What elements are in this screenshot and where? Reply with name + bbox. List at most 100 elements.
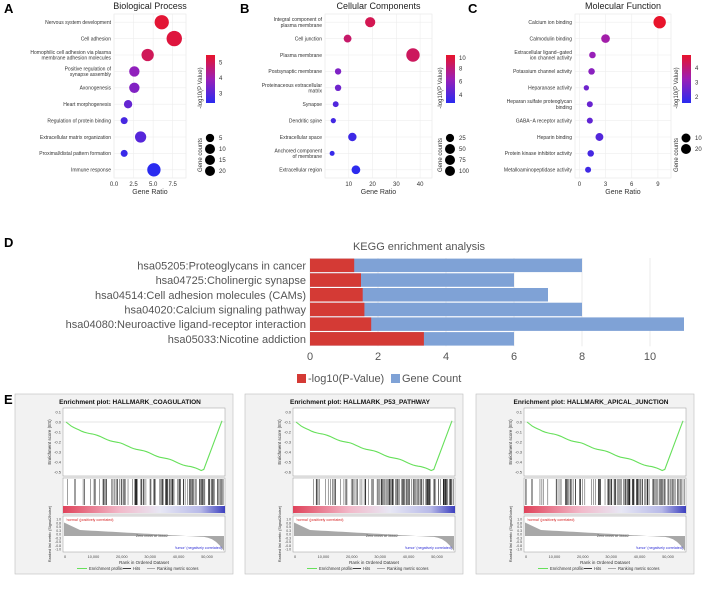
term-dot	[334, 68, 342, 75]
gsea-zero-cross-label: Zero cross at 36682	[597, 534, 629, 538]
color-legend-tick: 10	[459, 56, 466, 62]
gsea-es-panel	[523, 407, 687, 477]
term-label: Calmodulin binding	[529, 36, 572, 42]
term-dot	[583, 85, 590, 91]
dot-plot-title: Molecular Function	[585, 1, 661, 11]
term-label: Extracellular ligand−gated	[514, 50, 572, 56]
color-legend-tick: 3	[695, 81, 699, 87]
x-tick-label: 7.5	[169, 182, 178, 188]
gsea-rank-tick: 0	[294, 555, 296, 559]
term-label: ion channel activity	[530, 56, 573, 62]
term-dot	[129, 66, 140, 77]
gsea-rank-tick: 30,000	[144, 555, 156, 559]
term-label: Heparin binding	[537, 135, 572, 141]
gsea-metric-tick: -0.8	[285, 544, 291, 548]
gsea-metric-axis-label: Ranked list metric (Signal2Noise)	[509, 505, 513, 562]
color-legend-tick: 5	[219, 61, 223, 67]
size-legend-dot	[205, 155, 215, 165]
gsea-rank-gradient-bar	[293, 506, 455, 513]
gsea-es-tick: -0.5	[515, 470, 523, 475]
gsea-metric-tick: 0.5	[286, 525, 291, 529]
term-label: Anchored component	[274, 148, 322, 154]
color-legend-tick: 4	[219, 76, 223, 82]
size-legend-label: 20	[695, 147, 702, 153]
kegg-title: KEGG enrichment analysis	[353, 241, 486, 253]
gsea-rank-tick: 20,000	[346, 555, 358, 559]
gsea-rank-tick: 20,000	[116, 555, 128, 559]
gsea-metric-tick: 0.0	[56, 533, 61, 537]
x-tick-label: 40	[417, 182, 424, 188]
term-dot	[166, 30, 182, 47]
kegg-bar-gene-count	[310, 258, 582, 273]
term-dot	[141, 48, 154, 62]
term-dot	[329, 150, 335, 156]
kegg-category-label: hsa04020:Calcium signaling pathway	[124, 304, 306, 316]
gsea-legend-label: Enrichment profile	[319, 566, 353, 571]
color-legend-title: -log10(P Value)	[438, 67, 444, 108]
size-legend-dot	[445, 133, 455, 143]
kegg-legend-swatch	[391, 374, 400, 383]
term-dot	[154, 15, 169, 30]
gsea-legend-label: Ranking metric scores	[618, 566, 659, 571]
kegg-legend-swatch	[297, 374, 306, 383]
gsea-es-tick: -0.1	[284, 420, 292, 425]
term-dot	[343, 34, 352, 43]
kegg-bar-gene-count	[310, 288, 548, 302]
color-legend-title: -log10(P Value)	[198, 67, 204, 108]
gsea-es-tick: -0.4	[515, 460, 523, 465]
term-label: Cell junction	[295, 36, 322, 42]
dot-plot-title: Biological Process	[113, 1, 187, 11]
gsea-metric-tick: -1.0	[516, 548, 522, 552]
gsea-metric-tick: 0.0	[286, 533, 291, 537]
gsea-legend-label: Hits	[133, 566, 140, 571]
gsea-negative-label: 'tumor' (negatively correlated)	[405, 546, 452, 550]
term-dot	[586, 101, 593, 108]
panel-label-d: D	[4, 235, 13, 250]
kegg-category-label: hsa05033:Nicotine addiction	[168, 334, 306, 346]
kegg-category-label: hsa04725:Cholinergic synapse	[156, 275, 306, 287]
gsea-es-axis-label: Enrichment score (ES)	[47, 419, 52, 465]
kegg-bar-gene-count	[310, 317, 684, 331]
gsea-title: Enrichment plot: HALLMARK_P53_PATHWAY	[290, 399, 431, 406]
term-dot	[334, 84, 342, 92]
gsea-metric-tick: -0.3	[516, 536, 522, 540]
kegg-bar-log-p	[310, 332, 424, 346]
term-label: Synapse	[303, 102, 323, 108]
kegg-x-tick: 8	[579, 351, 585, 363]
term-label: Potassium channel activity	[513, 69, 572, 75]
term-dot	[586, 117, 593, 124]
gsea-enrichment-curve	[526, 420, 684, 472]
size-legend-dot	[445, 144, 455, 154]
gsea-positive-label: 'normal' (positively correlated)	[527, 518, 575, 522]
kegg-bar-log-p	[310, 288, 363, 302]
term-label: Proximal/distal pattern formation	[39, 151, 111, 157]
x-tick-label: 2.5	[129, 182, 138, 188]
color-legend-tick: 2	[695, 95, 699, 101]
kegg-x-tick: 4	[443, 351, 449, 363]
term-dot	[601, 34, 610, 43]
color-legend-bar	[206, 55, 215, 103]
gsea-rank-tick: 50,000	[662, 555, 674, 559]
term-label: Protein kinase inhibitor activity	[505, 151, 573, 157]
size-legend-label: 20	[219, 169, 226, 175]
panel-label-a: A	[4, 1, 14, 16]
term-label: Calcium ion binding	[528, 20, 572, 26]
term-label: Heparanase activity	[528, 86, 572, 92]
gsea-rank-gradient-bar	[524, 506, 686, 513]
x-axis-label: Gene Ratio	[132, 189, 168, 196]
size-legend-label: 10	[695, 136, 702, 142]
gsea-legend-label: Enrichment profile	[89, 566, 123, 571]
gsea-metric-tick: 0.8	[286, 521, 291, 525]
panel-label-b: B	[240, 1, 249, 16]
term-dot	[351, 165, 361, 175]
gsea-es-tick: -0.5	[284, 460, 292, 465]
size-legend-label: 5	[219, 136, 223, 142]
gsea-metric-tick: 1.0	[517, 518, 522, 522]
gsea-metric-axis-label: Ranked list metric (Signal2Noise)	[278, 505, 282, 562]
dot-plot-2: Cellular Components 10 20 30 40 Gene Ratio Int…	[262, 1, 470, 196]
gsea-metric-tick: 0.3	[56, 529, 61, 533]
term-dot	[589, 51, 596, 59]
gsea-es-tick: -0.3	[54, 450, 62, 455]
term-label: plasma membrane	[281, 23, 323, 29]
